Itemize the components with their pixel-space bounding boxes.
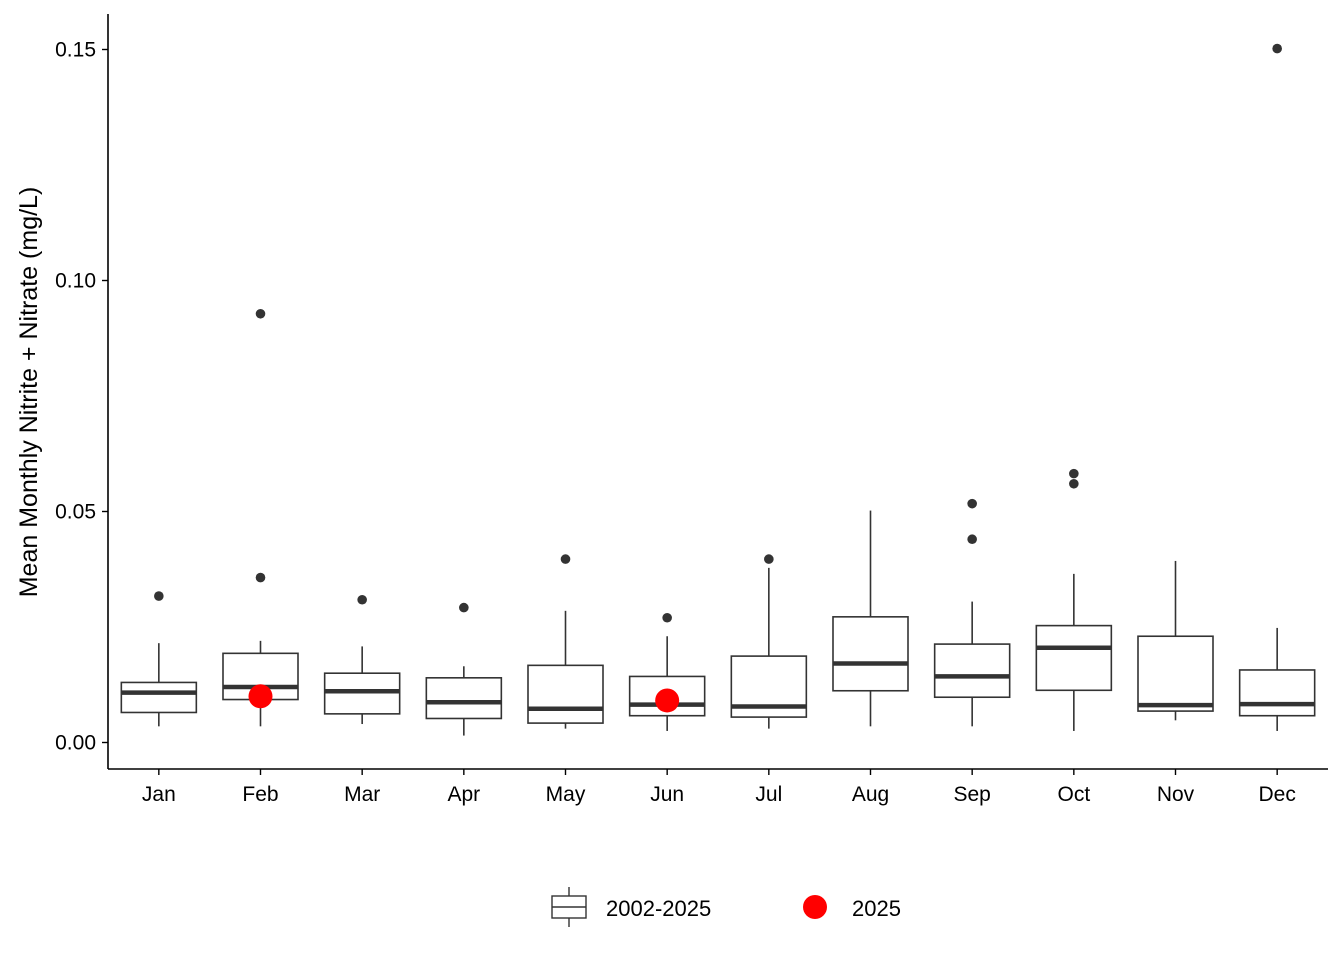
x-tick-label: Jun: [650, 783, 684, 806]
box-jun: [628, 612, 706, 731]
x-tick-label: Aug: [852, 783, 889, 806]
outlier-point: [764, 554, 774, 564]
outlier-point: [255, 308, 266, 319]
box-iqr: [933, 643, 1011, 699]
outlier-point: [154, 591, 164, 601]
legend-label-point: 2025: [852, 896, 901, 921]
x-tick-label: Oct: [1057, 783, 1090, 806]
outlier-point: [560, 554, 571, 564]
x-tick-label: Nov: [1157, 783, 1195, 806]
outlier-point: [1069, 478, 1079, 489]
box-iqr: [832, 616, 909, 692]
outlier-point: [357, 594, 367, 605]
box-mar: [323, 594, 401, 725]
box-iqr: [425, 677, 503, 720]
x-tick-label: Jul: [755, 783, 782, 806]
y-tick-label: 0.05: [55, 501, 96, 524]
box-nov: [1137, 560, 1214, 721]
outlier-point: [967, 534, 977, 545]
y-tick-label: 0.15: [55, 39, 96, 62]
legend-item-point: 2025: [803, 895, 901, 921]
legend-label-box: 2002-2025: [606, 896, 711, 921]
plot-area: [120, 43, 1316, 736]
legend-item-box: 2002-2025: [551, 887, 711, 927]
y-axis-title: Mean Monthly Nitrite + Nitrate (mg/L): [15, 187, 43, 598]
box-iqr: [1035, 624, 1113, 692]
x-axis: Jan Feb Mar Apr May Jun Jul Aug Sep Oct Nov Dec: [108, 768, 1328, 806]
box-dec: [1238, 43, 1316, 731]
x-tick-label: Mar: [344, 783, 380, 806]
x-tick-label: May: [546, 783, 586, 806]
x-tick-label: Feb: [242, 783, 278, 806]
x-tick-label: Apr: [447, 783, 480, 806]
outlier-point: [459, 602, 469, 613]
box-oct: [1035, 468, 1113, 731]
outlier-point: [967, 498, 977, 509]
y-tick-label: 0.00: [55, 732, 96, 755]
point-2025-jun: [655, 688, 680, 713]
box-aug: [832, 510, 909, 727]
box-apr: [425, 602, 503, 736]
legend-point-key: [803, 895, 827, 919]
point-2025-feb: [248, 684, 273, 709]
box-feb: [222, 308, 299, 727]
box-iqr: [1238, 669, 1316, 717]
box-sep: [933, 498, 1011, 727]
y-tick-label: 0.10: [55, 270, 96, 293]
y-axis: 0.00 0.05 0.10 0.15: [55, 14, 109, 769]
outlier-point: [255, 572, 266, 583]
legend: 2002-2025 2025: [551, 887, 901, 927]
box-jan: [120, 591, 198, 727]
box-may: [527, 554, 604, 729]
outlier-point: [662, 612, 672, 623]
outlier-point: [1069, 468, 1079, 479]
box-iqr: [527, 664, 604, 724]
box-iqr: [323, 672, 401, 715]
box-iqr: [1137, 635, 1214, 712]
box-jul: [730, 554, 808, 729]
outlier-point: [1272, 43, 1282, 54]
x-tick-label: Dec: [1258, 783, 1295, 806]
box-iqr: [120, 681, 198, 714]
x-tick-label: Sep: [953, 783, 990, 806]
x-tick-label: Jan: [142, 783, 176, 806]
